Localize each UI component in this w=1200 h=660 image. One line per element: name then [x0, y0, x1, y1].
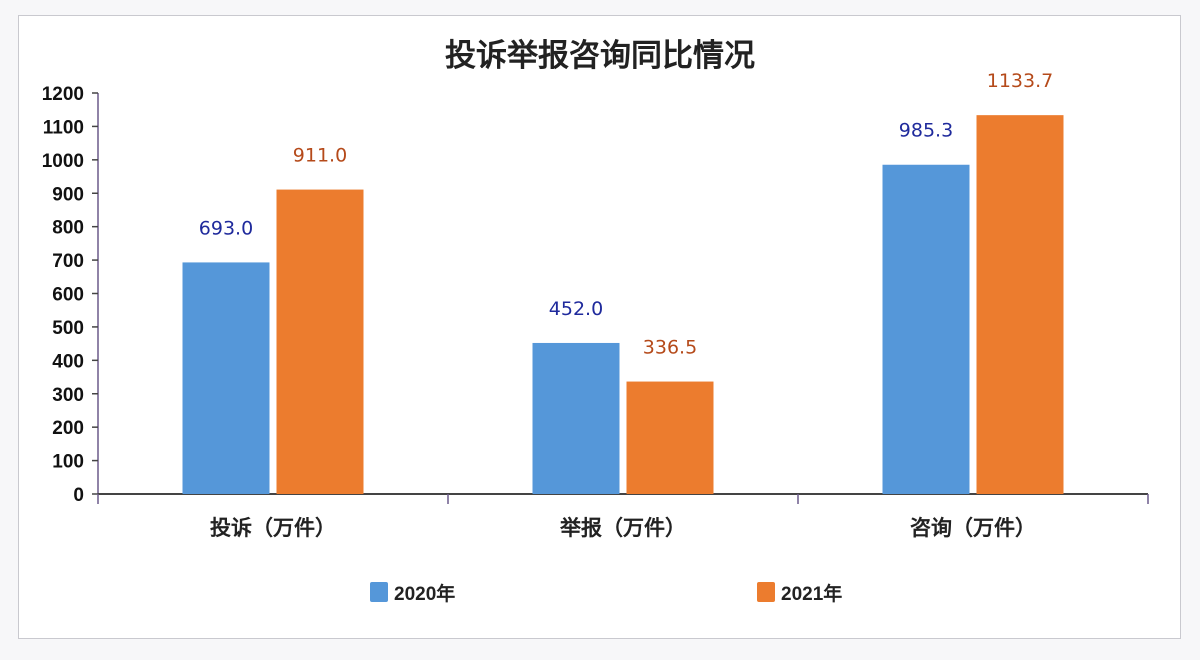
y-tick-label: 600: [52, 285, 84, 306]
y-tick-label: 900: [52, 184, 84, 205]
category-label: 投诉（万件）: [210, 515, 336, 540]
y-tick-label: 400: [52, 351, 84, 372]
bar-2021年-1: [626, 381, 714, 494]
bar-2021年-0: [276, 189, 364, 495]
bar-2020年-1: [532, 342, 620, 494]
bar-2020年-0: [182, 262, 270, 494]
y-tick-label: 700: [52, 251, 84, 272]
bar-2020年-2: [882, 164, 970, 494]
y-tick-label: 0: [73, 485, 84, 506]
y-tick-label: 200: [52, 418, 84, 439]
legend-label: 2020年: [394, 582, 455, 605]
y-tick-label: 1200: [42, 84, 84, 105]
y-tick-label: 800: [52, 218, 84, 239]
legend-swatch: [370, 582, 388, 602]
y-tick-label: 500: [52, 318, 84, 339]
data-label: 452.0: [549, 298, 603, 320]
data-label: 985.3: [899, 120, 953, 142]
data-label: 1133.7: [987, 70, 1053, 92]
legend-swatch: [757, 582, 775, 602]
legend-label: 2021年: [781, 582, 842, 605]
y-tick-label: 300: [52, 385, 84, 406]
y-tick-label: 100: [52, 452, 84, 473]
bar-2021年-2: [976, 115, 1064, 495]
chart-title: 投诉举报咨询同比情况: [445, 38, 755, 74]
category-label: 举报（万件）: [559, 515, 686, 540]
data-label: 911.0: [293, 145, 347, 167]
category-label: 咨询（万件）: [910, 515, 1036, 540]
y-tick-label: 1100: [43, 117, 84, 138]
y-tick-label: 1000: [42, 151, 84, 172]
data-label: 693.0: [199, 217, 253, 239]
data-label: 336.5: [643, 337, 697, 359]
